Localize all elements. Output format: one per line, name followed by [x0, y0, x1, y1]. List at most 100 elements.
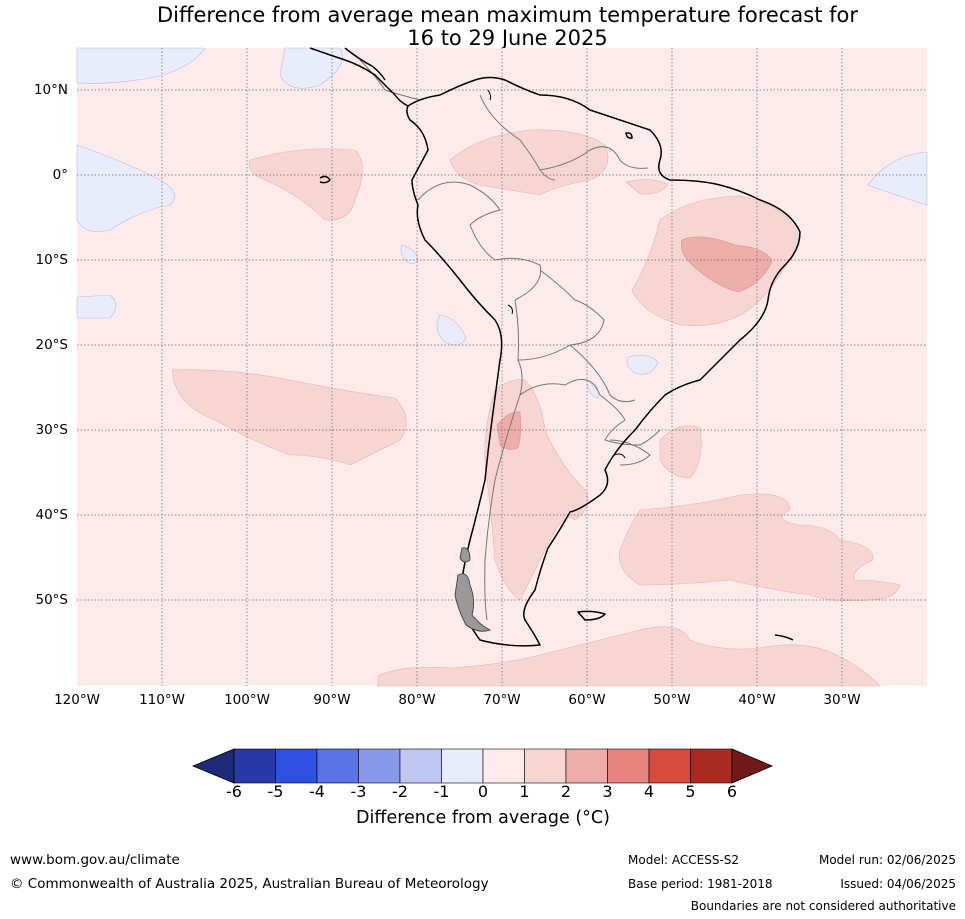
footer-base-period: Base period: 1981-2018	[628, 877, 773, 891]
warm-patch-amazon-north	[449, 129, 609, 196]
lon-label-40w: 40°W	[738, 692, 776, 708]
colorbar-tick-label: -2	[392, 782, 408, 801]
footer-website[interactable]: www.bom.gov.au/climate	[10, 852, 180, 868]
lat-label-10s: 10°S	[35, 252, 69, 268]
colorbar-segment	[482, 748, 525, 784]
warm-patch-guiana	[625, 179, 669, 195]
cool-patch-chaco	[586, 379, 599, 399]
colorbar-tick-label: -4	[309, 782, 325, 801]
coast-caribbean	[344, 47, 386, 81]
lon-label-100w: 100°W	[224, 692, 270, 708]
map-title-line1: Difference from average mean maximum tem…	[157, 3, 858, 27]
colorbar-tick-label: 3	[602, 782, 613, 801]
colorbar-tick-label: 1	[519, 782, 530, 801]
border-chile-argentina	[484, 394, 521, 621]
cool-patch-paraguay	[626, 355, 659, 375]
lat-label-30s: 30°S	[35, 422, 69, 438]
lat-label-50s: 50°S	[35, 592, 69, 608]
lon-label-120w: 120°W	[54, 692, 100, 708]
border-chile-bolivia-argentina	[517, 359, 601, 397]
lake-titicaca	[507, 304, 513, 315]
colorbar-under-arrow	[191, 748, 235, 784]
colorbar-segment	[316, 748, 359, 784]
lon-label-70w: 70°W	[483, 692, 521, 708]
map-title: Difference from average mean maximum tem…	[0, 4, 965, 50]
colorbar-over-arrow	[731, 748, 774, 784]
colorbar-tick-label: -3	[350, 782, 367, 801]
colorbar-segment	[648, 748, 691, 784]
country-borders	[359, 59, 661, 621]
border-peru-brazil	[469, 224, 542, 301]
lon-label-30w: 30°W	[823, 692, 861, 708]
cool-patch-southeast-pacific	[436, 314, 467, 346]
border-argentina-brazil	[599, 394, 661, 446]
border-colombia-ecuador-peru	[417, 181, 501, 226]
lakes	[487, 89, 626, 459]
colorbar-segment	[690, 748, 733, 784]
lat-label-0: 0°	[52, 167, 68, 183]
colorbar-label: Difference from average (°C)	[356, 808, 610, 828]
lake-maracaibo	[487, 89, 492, 101]
cool-anomaly-areas	[76, 47, 928, 399]
lat-label-20s: 20°S	[35, 337, 69, 353]
warm-patch-south-atlantic	[618, 493, 901, 602]
coast-galapagos	[319, 175, 331, 184]
cool-patch-pacific-small	[76, 294, 117, 319]
coast-south-georgia	[774, 634, 794, 641]
warm-patch-southern-ocean	[377, 626, 881, 687]
cool-patch-ecuador	[400, 244, 419, 265]
lat-label-10n: 10°N	[33, 82, 68, 98]
coast-south-america	[406, 76, 801, 647]
border-central-america	[359, 59, 421, 101]
colorbar-segment	[233, 748, 276, 784]
warm-patch-south-atlantic-west	[659, 425, 702, 479]
colorbar-segment	[275, 748, 318, 784]
colorbar-segment	[607, 748, 650, 784]
footer-disclaimer: Boundaries are not considered authoritat…	[690, 899, 956, 913]
lon-label-60w: 60°W	[568, 692, 606, 708]
warm-patch-subtropical-pacific	[171, 369, 407, 466]
border-colombia-venezuela	[479, 94, 556, 181]
lon-label-90w: 90°W	[313, 692, 351, 708]
coastlines	[309, 47, 801, 647]
border-paraguay	[569, 344, 636, 403]
forecast-map	[76, 47, 928, 687]
chile-fjords	[454, 547, 492, 632]
graticule	[77, 48, 927, 686]
colorbar-tick-label: 4	[643, 782, 655, 801]
lake-patos	[613, 453, 626, 459]
footer-model: Model: ACCESS-S2	[628, 853, 740, 867]
footer-model-run: Model run: 02/06/2025	[818, 853, 956, 867]
cool-patch-equatorial-atlantic	[867, 151, 928, 206]
colorbar-segment	[565, 748, 608, 784]
colorbar-segments	[233, 748, 733, 784]
colorbar-tick-label: 5	[685, 782, 696, 801]
colorbar-tick-label: 0	[477, 782, 489, 801]
coast-central-america	[309, 47, 409, 107]
cool-patch-north-pacific	[279, 47, 343, 89]
border-uruguay	[609, 439, 651, 466]
colorbar-tick-label: -5	[267, 782, 284, 801]
colorbar-tick-label: 2	[560, 782, 572, 801]
coast-trinidad	[625, 132, 633, 139]
border-bolivia	[514, 269, 605, 361]
colorbar-segment	[441, 748, 484, 784]
map-title-line2: 16 to 29 June 2025	[407, 26, 608, 50]
lat-label-40s: 40°S	[35, 507, 69, 523]
colorbar-tick-label: -1	[433, 782, 450, 801]
strong-warm-northeast-brazil	[681, 236, 773, 293]
border-venezuela-brazil	[539, 146, 649, 171]
coast-falklands	[577, 610, 606, 621]
colorbar-segment	[358, 748, 401, 784]
footer-issued: Issued: 04/06/2025	[840, 877, 956, 891]
cool-patch-northwest	[76, 47, 206, 84]
footer-copyright: © Commonwealth of Australia 2025, Austra…	[10, 876, 489, 892]
colorbar-segment	[399, 748, 442, 784]
warm-patch-galapagos	[248, 148, 363, 221]
colorbar-tick-label: -6	[226, 782, 242, 801]
lon-label-50w: 50°W	[653, 692, 691, 708]
lon-label-80w: 80°W	[398, 692, 436, 708]
lon-label-110w: 110°W	[139, 692, 185, 708]
colorbar-segment	[524, 748, 567, 784]
fjord-islands-south	[454, 573, 492, 632]
